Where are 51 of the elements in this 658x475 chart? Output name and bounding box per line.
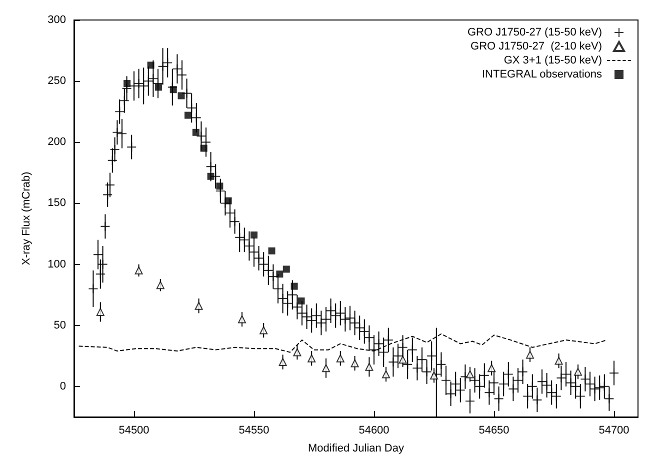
point — [260, 326, 268, 334]
x-axis-title: Modified Julian Day — [308, 442, 404, 454]
x-tick-label: 54650 — [478, 424, 510, 436]
point — [192, 128, 200, 136]
y-tick-label: 50 — [54, 319, 66, 332]
point — [156, 281, 164, 290]
point — [336, 354, 344, 362]
point — [350, 359, 359, 368]
point — [308, 354, 316, 362]
legend-label: GRO J1750-27 (15-50 keV) — [467, 26, 602, 38]
point — [574, 368, 582, 376]
point — [290, 282, 298, 290]
legend-label: GX 3+1 (15-50 keV) — [504, 54, 602, 66]
point — [154, 84, 162, 91]
point — [200, 144, 208, 152]
point — [298, 297, 305, 304]
point — [278, 358, 287, 366]
point — [268, 247, 276, 254]
x-tick-label: 54500 — [118, 424, 150, 436]
point — [382, 370, 390, 378]
y-axis-title: X-ray Flux (mCrab) — [20, 172, 32, 266]
point — [276, 270, 284, 278]
point — [184, 112, 192, 119]
point — [554, 356, 563, 365]
point — [293, 348, 302, 356]
x-tick-label: 54600 — [358, 424, 390, 436]
point — [194, 302, 203, 310]
x-tick-label: 54700 — [598, 424, 630, 436]
y-tick-label: 150 — [48, 197, 66, 210]
point — [322, 364, 330, 372]
point — [250, 231, 258, 238]
x-tick-label: 54550 — [238, 424, 270, 436]
point — [134, 266, 143, 274]
point — [365, 362, 374, 371]
y-tick-label: 200 — [48, 136, 66, 148]
point — [282, 266, 290, 273]
legend-label: INTEGRAL observations — [482, 68, 602, 80]
y-tick-label: 300 — [48, 14, 66, 26]
point — [96, 308, 104, 316]
point — [430, 371, 438, 380]
legend-label: GRO J1750-27 (2-10 keV) — [470, 40, 602, 52]
point — [488, 364, 496, 372]
point — [238, 315, 246, 324]
point — [147, 62, 154, 69]
y-tick-label: 0 — [60, 380, 66, 392]
point — [398, 356, 407, 364]
point — [170, 86, 177, 94]
y-tick-label: 100 — [48, 258, 66, 270]
y-tick-label: 250 — [48, 75, 66, 88]
point — [224, 197, 232, 204]
point — [526, 350, 534, 359]
